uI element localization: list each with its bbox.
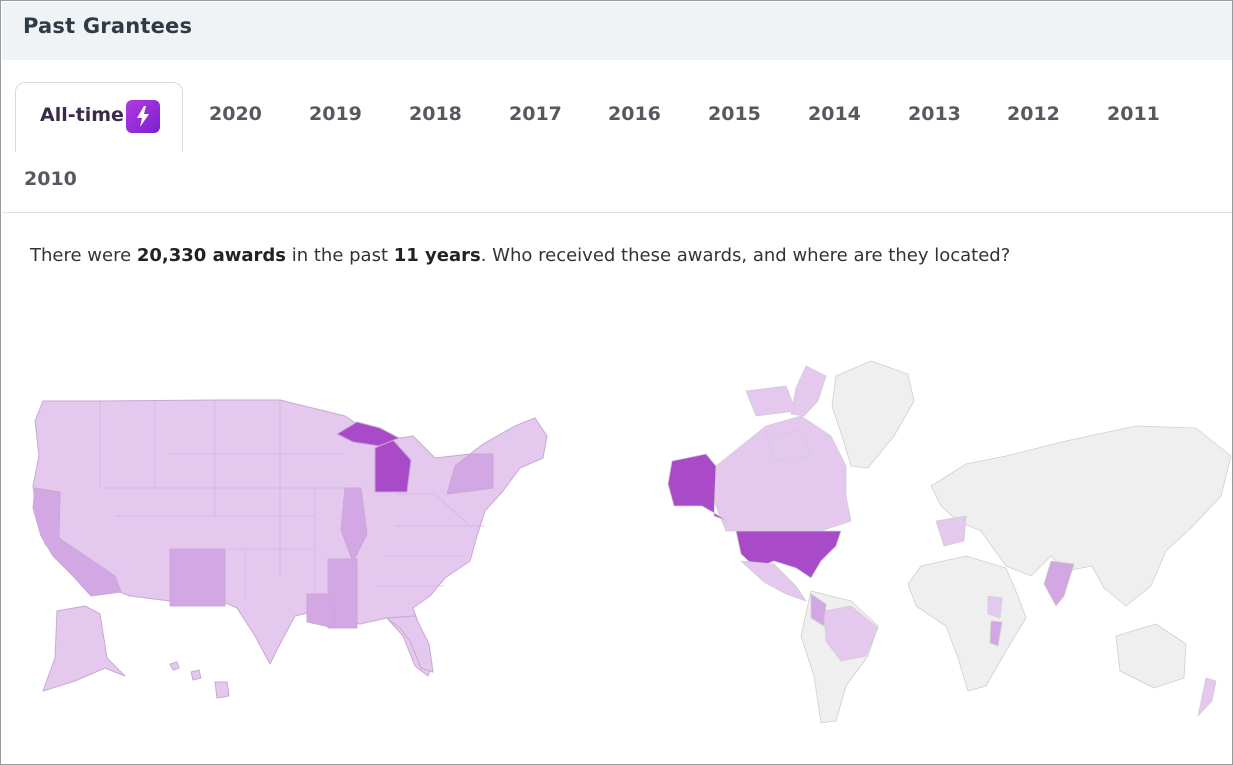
panel-title: Past Grantees [23, 14, 193, 38]
california-state [32, 487, 122, 597]
eurasia-region [930, 425, 1232, 607]
tab-2020[interactable]: 2020 [209, 103, 262, 125]
tab-2011[interactable]: 2011 [1107, 103, 1160, 125]
tab-2018[interactable]: 2018 [409, 103, 462, 125]
awards-count: 20,330 awards [136, 245, 286, 266]
arctic-islands [745, 385, 812, 462]
michigan-upper-peninsula [336, 421, 400, 447]
alaska-state [42, 605, 126, 692]
lightning-bolt-icon [126, 100, 160, 133]
peru-colombia-region [810, 593, 827, 627]
us-states-map[interactable] [15, 396, 555, 706]
us-mainland-region [32, 399, 548, 677]
tab-2017[interactable]: 2017 [509, 103, 562, 125]
brazil-region [823, 605, 879, 662]
panel-header: Past Grantees [2, 2, 1232, 60]
western-europe-region [935, 515, 967, 547]
year-tabs: All-time 2020 2019 2018 2017 2016 2015 2… [2, 60, 1232, 213]
canada-region [713, 415, 852, 532]
florida-state [386, 615, 434, 673]
louisiana-state [306, 593, 336, 629]
mexico-region [740, 560, 807, 602]
alaska-region [667, 453, 729, 522]
hawaii-state [169, 661, 230, 699]
africa-region [907, 555, 1027, 692]
tab-all-time[interactable]: All-time [15, 82, 183, 152]
new-zealand-region [1197, 677, 1217, 717]
tab-2019[interactable]: 2019 [309, 103, 362, 125]
australia-region [1115, 623, 1187, 689]
kenya-tanzania-region [989, 620, 1003, 647]
united-states-region [735, 530, 842, 579]
greenland-region [831, 360, 915, 469]
tab-2014[interactable]: 2014 [808, 103, 861, 125]
tab-2013[interactable]: 2013 [908, 103, 961, 125]
summary-text-post: . Who received these awards, and where a… [480, 245, 1011, 266]
new-mexico-state [169, 548, 226, 607]
summary-text-pre: There were [30, 245, 137, 266]
summary-text-mid: in the past [286, 245, 394, 266]
tab-all-time-label: All-time [40, 104, 124, 126]
tab-2010[interactable]: 2010 [24, 168, 77, 190]
tab-2012[interactable]: 2012 [1007, 103, 1060, 125]
east-africa-region [987, 595, 1003, 619]
new-york-state [446, 453, 494, 495]
tab-2015[interactable]: 2015 [708, 103, 761, 125]
years-count: 11 years [393, 245, 481, 266]
tab-2016[interactable]: 2016 [608, 103, 661, 125]
india-region [1043, 560, 1075, 607]
illinois-state [340, 487, 368, 563]
awards-summary: There were 20,330 awards in the past 11 … [30, 245, 1010, 266]
scandinavia-region [790, 365, 827, 417]
world-map[interactable] [646, 356, 1233, 731]
